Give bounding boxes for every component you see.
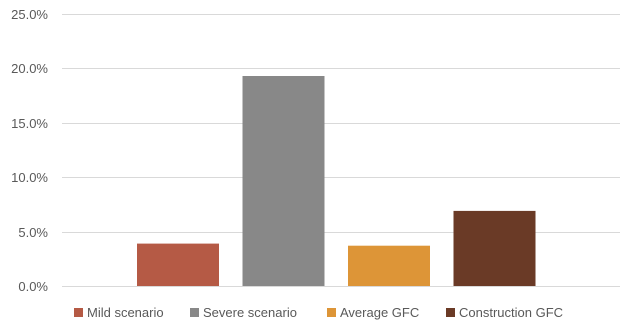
- y-tick-label: 0.0%: [18, 279, 48, 294]
- y-tick-label: 10.0%: [11, 170, 48, 185]
- bar-mild-scenario: [137, 243, 219, 286]
- legend-swatch-construction-gfc: [446, 308, 455, 317]
- bar-severe-scenario: [242, 76, 325, 286]
- legend-label-mild-scenario: Mild scenario: [87, 305, 164, 320]
- legend-label-construction-gfc: Construction GFC: [459, 305, 563, 320]
- bars: [137, 76, 536, 286]
- legend-swatch-severe-scenario: [190, 308, 199, 317]
- legend-label-average-gfc: Average GFC: [340, 305, 419, 320]
- bar-construction-gfc: [453, 210, 536, 286]
- y-axis: 0.0% 5.0% 10.0% 15.0% 20.0% 25.0%: [11, 7, 48, 294]
- legend: Mild scenario Severe scenario Average GFC C…: [74, 305, 563, 320]
- legend-swatch-mild-scenario: [74, 308, 83, 317]
- legend-swatch-average-gfc: [327, 308, 336, 317]
- gridlines: [62, 14, 620, 287]
- y-tick-label: 20.0%: [11, 61, 48, 76]
- y-tick-label: 5.0%: [18, 225, 48, 240]
- y-tick-label: 15.0%: [11, 116, 48, 131]
- bar-average-gfc: [348, 245, 430, 286]
- legend-label-severe-scenario: Severe scenario: [203, 305, 297, 320]
- y-tick-label: 25.0%: [11, 7, 48, 22]
